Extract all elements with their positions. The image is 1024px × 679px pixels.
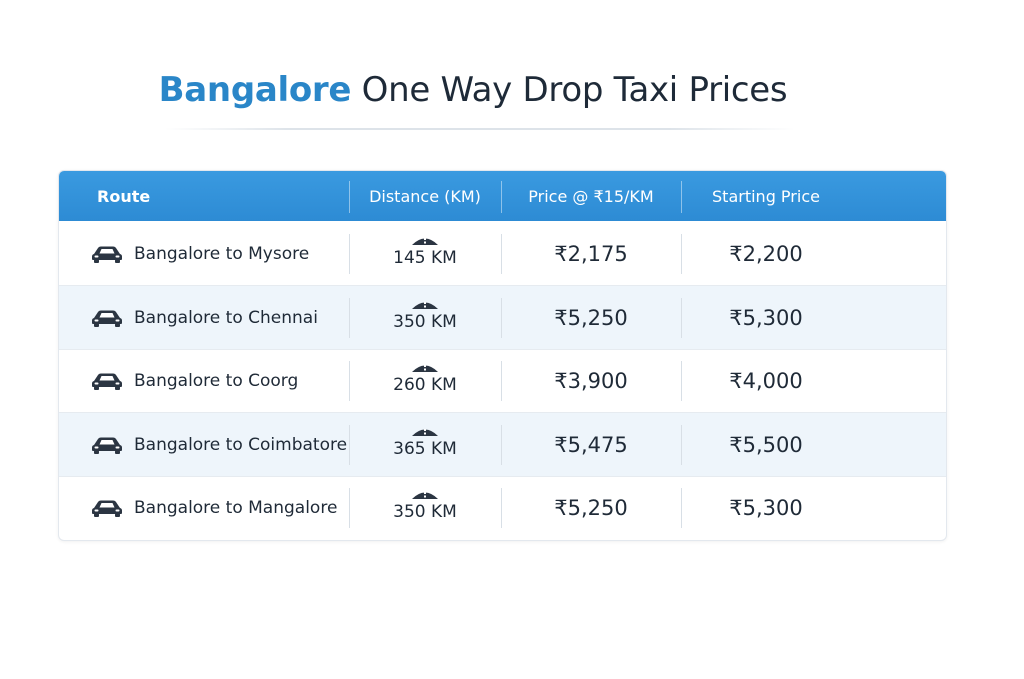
distance-cell: 260 KM: [349, 349, 501, 412]
column-divider: [501, 488, 502, 529]
table-header: Route Distance (KM) Price @ ₹15/KM Start…: [59, 171, 946, 221]
column-divider: [681, 424, 682, 465]
starting-price-value: ₹5,300: [729, 305, 803, 330]
header-divider: [681, 181, 682, 213]
column-divider: [681, 234, 682, 274]
column-divider: [681, 297, 682, 338]
road-icon: [412, 492, 438, 500]
page-title-rest: One Way Drop Taxi Prices: [351, 70, 788, 110]
road-icon: [412, 301, 438, 309]
distance-value: 350 KM: [393, 311, 457, 332]
price-value: ₹5,250: [554, 305, 628, 330]
road-icon: [412, 428, 438, 436]
distance-cell: 350 KM: [349, 286, 501, 349]
table-row: Bangalore to Mangalore 350 KM ₹5,250 ₹5,…: [59, 476, 946, 539]
starting-price-value: ₹2,200: [729, 242, 803, 266]
car-icon: [92, 437, 122, 454]
header-route: Route: [97, 187, 151, 206]
header-divider: [349, 181, 350, 213]
column-divider: [501, 361, 502, 402]
price-table: Route Distance (KM) Price @ ₹15/KM Start…: [58, 170, 947, 541]
road-icon: [412, 365, 438, 373]
route-name: Bangalore to Coorg: [134, 371, 299, 392]
route-name: Bangalore to Mangalore: [134, 498, 338, 519]
column-divider: [349, 234, 350, 274]
price-value: ₹3,900: [554, 369, 628, 394]
car-icon: [92, 373, 122, 391]
road-icon: [412, 238, 438, 245]
header-distance: Distance (KM): [369, 187, 481, 206]
distance-value: 260 KM: [393, 375, 457, 396]
column-divider: [501, 297, 502, 338]
column-divider: [501, 234, 502, 274]
header-price: Price @ ₹15/KM: [528, 187, 654, 206]
distance-cell: 145 KM: [349, 222, 501, 285]
route-name: Bangalore to Chennai: [134, 307, 318, 328]
table-row: Bangalore to Chennai 350 KM ₹5,250 ₹5,30…: [59, 285, 946, 350]
distance-cell: 350 KM: [349, 476, 501, 539]
route-name: Bangalore to Mysore: [134, 244, 310, 264]
car-icon: [92, 500, 122, 518]
column-divider: [349, 361, 350, 402]
route-name: Bangalore to Coimbatore: [134, 434, 348, 455]
header-divider: [501, 181, 502, 213]
title-divider: [165, 128, 795, 130]
car-icon: [92, 246, 122, 263]
page-title: Bangalore One Way Drop Taxi Prices: [0, 70, 946, 110]
table-row: Bangalore to Mysore 145 KM ₹2,175 ₹2,200: [59, 222, 946, 286]
starting-price-value: ₹5,300: [729, 496, 803, 521]
distance-cell: 365 KM: [349, 413, 501, 476]
column-divider: [349, 424, 350, 465]
column-divider: [681, 361, 682, 402]
page-title-accent: Bangalore: [158, 70, 352, 110]
distance-value: 350 KM: [393, 502, 457, 523]
column-divider: [681, 488, 682, 529]
header-starting-price: Starting Price: [712, 187, 820, 206]
table-row: Bangalore to Coimbatore 365 KM ₹5,475 ₹5…: [59, 412, 946, 477]
column-divider: [349, 297, 350, 338]
price-value: ₹5,250: [554, 496, 628, 521]
starting-price-value: ₹4,000: [729, 369, 803, 394]
price-value: ₹5,475: [554, 432, 628, 457]
column-divider: [349, 488, 350, 529]
starting-price-value: ₹5,500: [729, 432, 803, 457]
distance-value: 365 KM: [393, 438, 457, 459]
price-value: ₹2,175: [554, 242, 628, 266]
table-row: Bangalore to Coorg 260 KM ₹3,900 ₹4,000: [59, 349, 946, 414]
column-divider: [501, 424, 502, 465]
car-icon: [92, 310, 122, 327]
distance-value: 145 KM: [393, 248, 457, 268]
